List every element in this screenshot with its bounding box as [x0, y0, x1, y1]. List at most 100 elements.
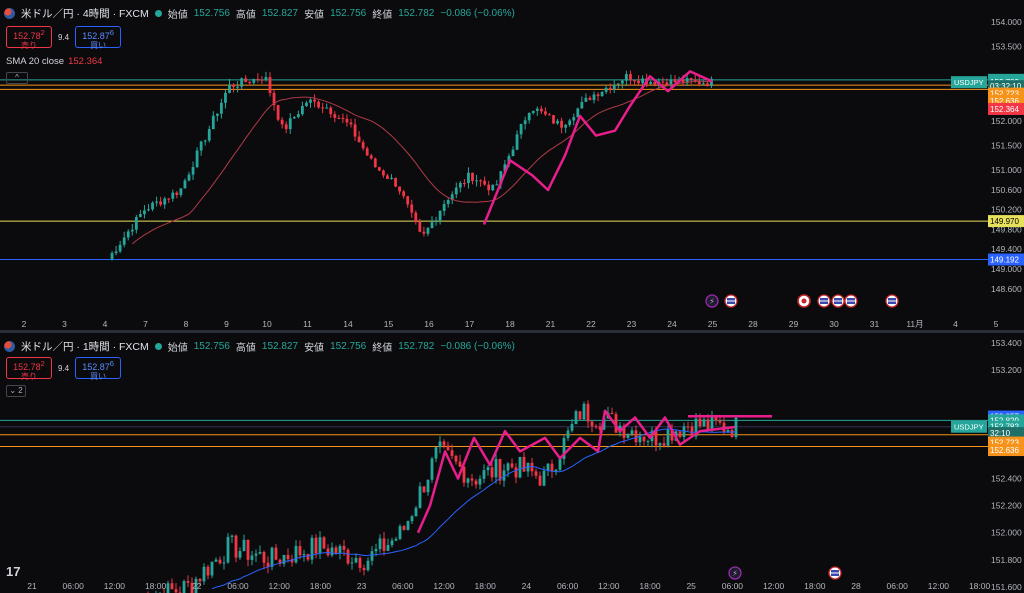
- time-tick-13: 06:00: [557, 581, 579, 591]
- moving-average-line: [131, 80, 712, 245]
- candle-body: [264, 77, 268, 81]
- candle-body: [302, 554, 306, 556]
- candle-body: [634, 430, 638, 443]
- candle-body: [495, 184, 499, 186]
- candle-body: [556, 120, 559, 124]
- time-tick-14: 12:00: [598, 581, 620, 591]
- high-value: 152.827: [261, 8, 299, 19]
- candle-body: [562, 437, 566, 460]
- sell-label: 売り: [21, 372, 37, 381]
- price-badge-8: [988, 253, 1024, 266]
- candle-body: [622, 425, 626, 438]
- sma-indicator-legend[interactable]: SMA 20 close 152.364: [6, 56, 102, 67]
- candle-body: [666, 428, 670, 446]
- sma-value: 152.364: [68, 56, 103, 67]
- symbol-title[interactable]: 米ドル／円 · 1時間 · FXCM: [21, 341, 149, 353]
- price-tick-6: 150.200: [991, 205, 1022, 215]
- time-tick-2: 12:00: [104, 581, 126, 591]
- collapse-legend-button[interactable]: ^: [6, 72, 28, 84]
- candle-body: [620, 80, 624, 84]
- candle-body: [398, 186, 401, 192]
- sell-price-sup: 2: [40, 28, 45, 37]
- buy-button[interactable]: 152.876 買い: [75, 26, 122, 50]
- buy-button[interactable]: 152.876 買い: [75, 357, 122, 381]
- candle-body: [317, 101, 320, 108]
- candle-body: [685, 78, 689, 84]
- time-tick-0: 2: [22, 319, 27, 329]
- candle-body: [182, 581, 186, 593]
- candlestick-chart-4h[interactable]: 154.000 153.500 152.000 151.500 151.000 150.6…: [0, 0, 1024, 331]
- candle-body: [506, 463, 510, 471]
- sell-button[interactable]: 152.782 売り: [6, 357, 52, 381]
- candle-body: [669, 79, 673, 86]
- candle-body: [498, 458, 502, 481]
- candle-body: [224, 92, 227, 103]
- candle-body: [418, 486, 422, 508]
- candlestick-chart-1h[interactable]: 153.400153.200152.600152.400152.200152.0…: [0, 333, 1024, 593]
- price-badge-4: [988, 427, 1024, 440]
- pane-divider[interactable]: [0, 330, 1024, 333]
- candle-body: [322, 537, 326, 549]
- candle-body: [475, 180, 478, 182]
- candle-body: [244, 78, 248, 83]
- candle-body: [167, 198, 171, 200]
- time-tick-10: 12:00: [433, 581, 455, 591]
- candle-body: [535, 108, 539, 111]
- candle-body: [215, 113, 219, 116]
- low-value: 152.756: [330, 8, 367, 19]
- high-label: 高値: [235, 343, 256, 354]
- candle-body: [414, 507, 418, 517]
- candle-body: [454, 455, 458, 462]
- candle-body: [490, 467, 494, 478]
- candle-body: [386, 544, 390, 551]
- candle-body: [377, 167, 381, 171]
- symbol-badge-2: [951, 420, 987, 433]
- candle-body: [134, 217, 138, 230]
- candle-body: [232, 84, 235, 87]
- candle-body: [612, 84, 616, 90]
- price-badge-text-5: 152.723: [990, 439, 1019, 448]
- low-label: 安値: [304, 343, 325, 354]
- candle-body: [633, 80, 636, 82]
- price-tick-7: 151.600: [991, 582, 1022, 592]
- candle-body: [701, 83, 705, 85]
- candle-body: [698, 418, 702, 427]
- candle-body: [314, 537, 318, 554]
- candle-body: [576, 108, 580, 118]
- chart-pane-4h[interactable]: 154.000 153.500 152.000 151.500 151.000 150.6…: [0, 0, 1024, 331]
- chart-pane-1h[interactable]: 153.400153.200152.600152.400152.200152.0…: [0, 333, 1024, 593]
- candle-body: [580, 101, 584, 109]
- candle-body: [706, 83, 709, 86]
- sell-button[interactable]: 152.782 売り: [6, 26, 52, 50]
- expand-legend-button[interactable]: ⌄ 2: [6, 385, 26, 397]
- sell-price-sup: 2: [40, 359, 45, 368]
- candle-body: [382, 170, 385, 176]
- candle-body: [155, 201, 158, 203]
- candle-body: [510, 463, 514, 468]
- time-tick-5: 9: [224, 319, 229, 329]
- time-tick-15: 23: [627, 319, 637, 329]
- candle-body: [338, 545, 342, 554]
- candle-body: [163, 198, 167, 205]
- candle-body: [596, 94, 600, 97]
- time-tick-7: 11: [303, 319, 312, 329]
- candle-body: [588, 97, 592, 101]
- sell-price: 152.78: [13, 362, 41, 372]
- buy-label: 買い: [90, 41, 107, 50]
- time-tick-8: 23: [357, 581, 367, 591]
- time-tick-19: 29: [789, 319, 799, 329]
- candle-body: [523, 120, 527, 125]
- candle-body: [522, 456, 526, 472]
- candle-body: [194, 578, 198, 593]
- candle-body: [118, 244, 122, 252]
- candle-body: [211, 115, 215, 130]
- symbol-title[interactable]: 米ドル／円 · 4時間 · FXCM: [21, 8, 149, 20]
- candle-body: [362, 567, 366, 571]
- price-tick-0: 154.000: [991, 17, 1022, 27]
- time-tick-6: 10: [262, 319, 272, 329]
- candle-body: [248, 82, 252, 84]
- candle-body: [682, 426, 686, 437]
- tradingview-logo[interactable]: 17: [6, 564, 21, 579]
- candle-body: [681, 79, 685, 84]
- candle-body: [276, 105, 280, 120]
